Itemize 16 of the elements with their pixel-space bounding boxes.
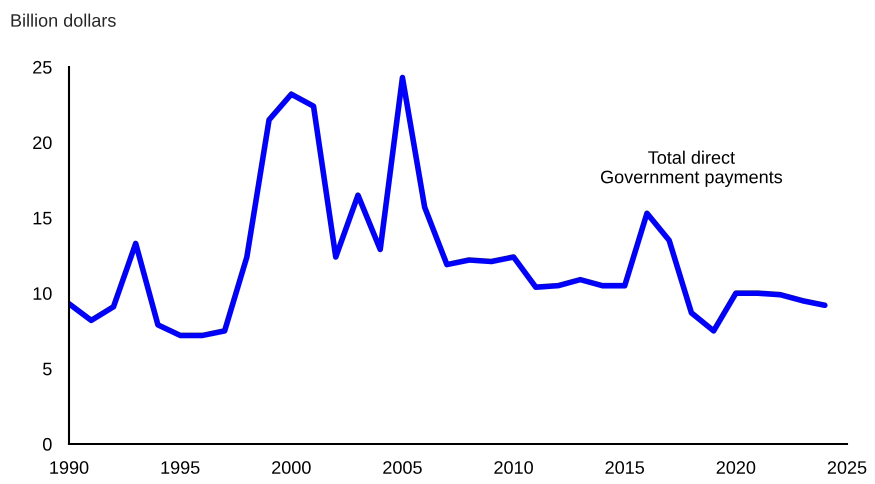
y-tick-label: 10 [34,287,52,300]
x-tick-label: 2010 [494,461,533,474]
y-tick-label: 0 [43,438,52,451]
y-axis-title: Billion dollars [11,14,116,27]
y-tick-label: 25 [33,60,52,74]
x-tick-label: 2020 [716,461,756,474]
text: Total direct Government payments [600,150,782,187]
x-tick-label: 1990 [50,461,88,474]
x-tick-label: 2015 [606,461,644,474]
x-tick-label: 1995 [161,461,200,474]
x-tick-label: 2025 [828,461,866,474]
x-tick-label: 2005 [383,461,422,474]
y-tick-label: 5 [43,362,52,376]
y-tick-label: 15 [34,212,52,225]
y-tick-label: 20 [33,136,52,150]
x-tick-label: 2000 [272,461,311,474]
